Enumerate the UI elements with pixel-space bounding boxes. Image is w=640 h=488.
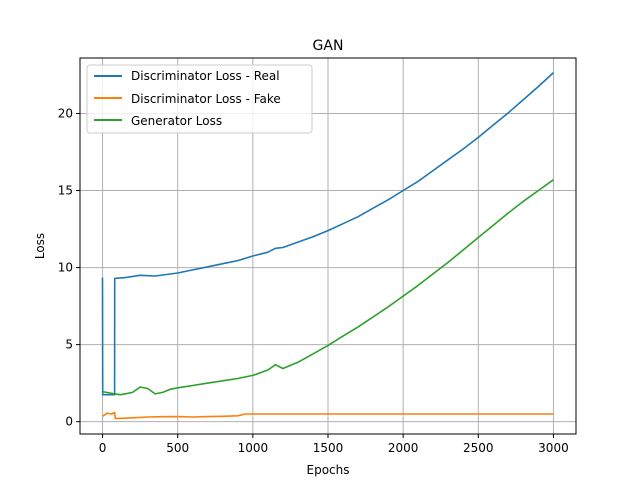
y-tick-label: 5	[65, 338, 73, 352]
x-axis-ticks: 0 500 1000 1500 2000 2500 3000	[99, 434, 569, 455]
legend-box	[86, 64, 313, 134]
x-tick-label: 2000	[388, 441, 419, 455]
chart-title: GAN	[313, 38, 344, 54]
x-tick-label: 1500	[313, 441, 344, 455]
x-tick-label: 2500	[463, 441, 494, 455]
series-line-discriminator-real	[101, 72, 555, 396]
x-tick-label: 500	[166, 441, 189, 455]
y-tick-label: 15	[58, 184, 73, 198]
x-tick-label: 1000	[238, 441, 269, 455]
legend-label-fake: Discriminator Loss - Fake	[131, 92, 281, 106]
legend-label-generator: Generator Loss	[131, 114, 222, 128]
series-layer	[101, 72, 555, 420]
x-axis-label: Epochs	[307, 463, 350, 477]
y-tick-label: 10	[58, 261, 73, 275]
y-axis-label: Loss	[33, 233, 47, 259]
x-tick-label: 3000	[538, 441, 569, 455]
series-line-discriminator-fake	[102, 411, 554, 420]
legend-label-real: Discriminator Loss - Real	[131, 69, 280, 83]
grid	[80, 58, 576, 434]
x-tick-label: 0	[99, 441, 107, 455]
series-line-generator	[102, 179, 554, 396]
y-tick-label: 0	[65, 415, 73, 429]
legend: Discriminator Loss - Real Discriminator …	[86, 64, 313, 134]
y-axis-ticks: 0 5 10 15 20	[58, 106, 80, 429]
y-tick-label: 20	[58, 106, 73, 120]
